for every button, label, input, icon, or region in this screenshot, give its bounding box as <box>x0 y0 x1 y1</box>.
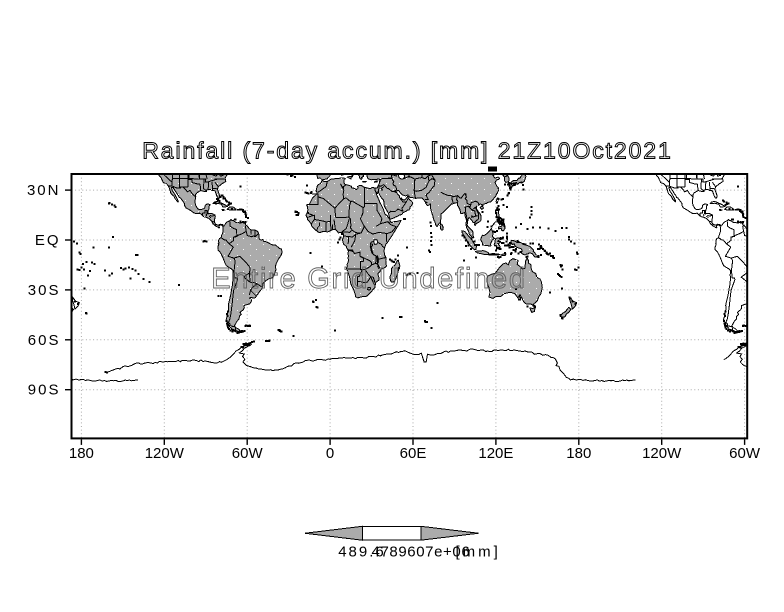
svg-text:60W: 60W <box>729 445 761 462</box>
svg-text:120E: 120E <box>478 445 513 462</box>
svg-text:180: 180 <box>69 445 94 462</box>
svg-text:EQ: EQ <box>35 232 61 249</box>
svg-text:60E: 60E <box>400 445 427 462</box>
svg-text:60W: 60W <box>232 445 264 462</box>
svg-text:180: 180 <box>566 445 591 462</box>
svg-text:120W: 120W <box>642 445 682 462</box>
svg-text:Rainfall (7-day accum.) [mm] 2: Rainfall (7-day accum.) [mm] 21Z10Oct202… <box>142 138 672 164</box>
svg-text:60S: 60S <box>28 332 61 349</box>
svg-text:489.6: 489.6 <box>338 544 386 561</box>
svg-text:4789607e+06: 4789607e+06 <box>372 544 471 561</box>
svg-text:30N: 30N <box>27 182 61 199</box>
svg-text:90S: 90S <box>28 382 61 399</box>
svg-text:Entire Grid Undefined: Entire Grid Undefined <box>211 263 527 295</box>
svg-text:120W: 120W <box>145 445 185 462</box>
svg-text:0: 0 <box>326 445 334 462</box>
svg-text:30S: 30S <box>28 282 61 299</box>
svg-text:[mm]: [mm] <box>456 544 501 561</box>
